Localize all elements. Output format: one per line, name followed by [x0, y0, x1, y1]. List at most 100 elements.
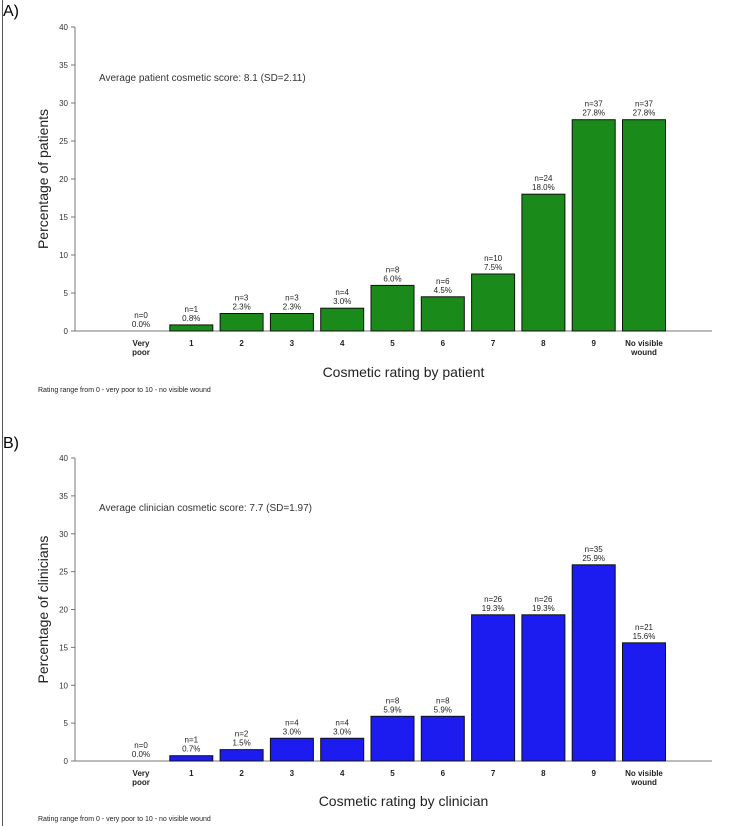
panel-a-bar	[169, 324, 214, 332]
panel-a-bar-percent-label: 27.8%	[582, 109, 605, 118]
panel-a-x-tick-label: 8	[541, 339, 546, 348]
panel-b-bar-count-label: n=4	[335, 718, 349, 727]
panel-b-y-tick-label: 40	[59, 454, 68, 463]
panel-b-x-tick-label: 6	[441, 769, 446, 778]
panel-a-bar-count-label: n=37	[585, 100, 604, 109]
panel-b-bar-count-label: n=26	[534, 595, 553, 604]
panel-a-bar-percent-label: 4.5%	[434, 286, 452, 295]
panel-b-y-tick-label: 30	[59, 530, 68, 539]
panel-a-bar	[571, 119, 616, 332]
panel-b-bar-count-label: n=1	[185, 736, 199, 745]
panel-a-y-tick-label: 0	[64, 327, 69, 336]
panel-a-footnote: Rating range from 0 - very poor to 10 - …	[38, 387, 211, 394]
panel-b-label: B)	[3, 435, 19, 452]
panel-a-bar-count-label: n=37	[635, 100, 654, 109]
panel-a-x-tick-label: 2	[239, 339, 244, 348]
panel-b-bar-percent-label: 0.7%	[182, 745, 200, 754]
panel-b-y-tick-label: 10	[59, 681, 68, 690]
panel-a-bar	[471, 273, 516, 332]
panel-b-x-tick-label: No visible	[625, 769, 663, 778]
panel-b-bar-count-label: n=2	[235, 730, 249, 739]
panel-a-bar-percent-label: 6.0%	[383, 274, 401, 283]
panel-a-x-tick-label: 1	[189, 339, 194, 348]
panel-a-bar-count-label: n=3	[235, 294, 249, 303]
panel-b-y-tick-label: 20	[59, 606, 68, 615]
panel-b-bar	[521, 614, 566, 762]
panel-a-bar-count-label: n=1	[185, 305, 199, 314]
panel-a-x-tick-label: 3	[290, 339, 295, 348]
panel-b-bar-percent-label: 15.6%	[633, 632, 656, 641]
panel-b-bar	[571, 564, 616, 762]
panel-b-bar-percent-label: 5.9%	[434, 705, 452, 714]
panel-b-bar-percent-label: 25.9%	[582, 554, 605, 563]
panel-a-bar-count-label: n=3	[285, 294, 299, 303]
panel-a-bar-percent-label: 2.3%	[232, 303, 250, 312]
panel-b-x-tick-label: 4	[340, 769, 345, 778]
panel-a-x-tick-label: 9	[591, 339, 596, 348]
panel-b-bar	[169, 755, 214, 762]
panel-a-bar	[320, 307, 365, 332]
panel-a-bar-count-label: n=6	[436, 277, 450, 286]
panel-a-bar	[521, 193, 566, 332]
panel-a-bar-count-label: n=8	[386, 265, 400, 274]
panel-a-bar-percent-label: 3.0%	[333, 297, 351, 306]
panel-b-bar	[320, 737, 365, 762]
panel-b-x-tick-label: 8	[541, 769, 546, 778]
panel-b-x-tick-label: wound	[630, 778, 657, 787]
panel-a-y-tick-label: 5	[64, 289, 69, 298]
panel-b-x-tick-label: 3	[290, 769, 295, 778]
figure-left-border	[2, 0, 3, 826]
panel-a-bar	[622, 119, 666, 332]
panel-b-x-tick-label: Very	[133, 769, 150, 778]
panel-a-y-tick-label: 30	[59, 99, 68, 108]
panel-a-y-tick-label: 15	[59, 213, 68, 222]
panel-b-bar-percent-label: 5.9%	[383, 705, 401, 714]
panel-b-bar-percent-label: 0.0%	[132, 750, 150, 759]
panel-a-bar	[420, 296, 465, 332]
panel-a-bar-percent-label: 27.8%	[633, 109, 656, 118]
panel-a-bar-count-label: n=24	[534, 174, 553, 183]
panel-b-bar-percent-label: 3.0%	[333, 727, 351, 736]
panel-a-bar	[269, 313, 314, 332]
panel-a-y-tick-label: 10	[59, 251, 68, 260]
panel-b-x-tick-label: 2	[239, 769, 244, 778]
panel-a-y-axis-title: Percentage of patients	[35, 109, 51, 249]
panel-b-x-axis-title: Cosmetic rating by clinician	[319, 793, 489, 809]
panel-b-bar	[622, 642, 666, 762]
panel-b-bar	[269, 737, 314, 762]
panel-b-bar	[471, 614, 516, 762]
panel-a-x-tick-label: No visible	[625, 339, 663, 348]
panel-b-bar-count-label: n=26	[484, 595, 503, 604]
panel-b-bar	[420, 715, 465, 762]
panel-a-x-tick-label: 7	[491, 339, 496, 348]
panel-a-y-tick-label: 40	[59, 23, 68, 32]
panel-b-bar-percent-label: 19.3%	[532, 604, 555, 613]
panel-b-bar	[219, 749, 264, 762]
panel-b-y-tick-label: 5	[64, 719, 69, 728]
panel-a-bar-percent-label: 18.0%	[532, 183, 555, 192]
panel-a-x-tick-label: 6	[441, 339, 446, 348]
panel-a-bar-percent-label: 2.3%	[283, 303, 301, 312]
panel-b-footnote: Rating range from 0 - very poor to 10 - …	[38, 816, 211, 823]
panel-a-average-annotation: Average patient cosmetic score: 8.1 (SD=…	[99, 73, 306, 84]
panel-a-y-tick-label: 25	[59, 137, 68, 146]
panel-a-x-axis-title: Cosmetic rating by patient	[323, 364, 485, 380]
panel-a-bar-count-label: n=0	[134, 311, 148, 320]
panel-b-average-annotation: Average clinician cosmetic score: 7.7 (S…	[99, 503, 312, 514]
panel-b-bar-count-label: n=0	[134, 741, 148, 750]
panel-a-x-tick-label: 5	[390, 339, 395, 348]
panel-a-x-tick-label: 4	[340, 339, 345, 348]
panel-b-y-tick-label: 25	[59, 568, 68, 577]
panel-b-bar-count-label: n=8	[386, 696, 400, 705]
panel-a-bar-percent-label: 0.8%	[182, 314, 200, 323]
panel-a-bar-percent-label: 7.5%	[484, 263, 502, 272]
panel-b-x-tick-label: 7	[491, 769, 496, 778]
panel-a-bar-percent-label: 0.0%	[132, 320, 150, 329]
panel-b-y-tick-label: 35	[59, 492, 68, 501]
panel-b-bar-percent-label: 19.3%	[482, 604, 505, 613]
panel-a-bar-count-label: n=10	[484, 254, 503, 263]
panel-b-y-tick-label: 0	[64, 757, 69, 766]
panel-b-bar	[370, 715, 415, 762]
panel-a-x-tick-label: wound	[630, 348, 657, 357]
